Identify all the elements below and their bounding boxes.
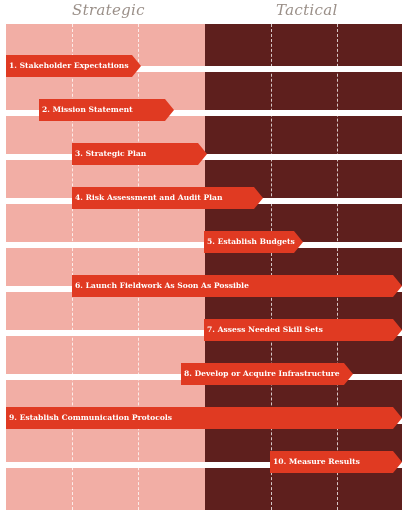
task-arrow-5: 5. Establish Budgets [204,231,303,253]
task-label: 5. Establish Budgets [207,237,295,246]
tactical-zone [205,24,402,510]
task-label: 7. Assess Needed Skill Sets [207,325,323,334]
row-gap [6,110,402,116]
row-gap [6,66,402,72]
strategic-header: Strategic [72,1,145,19]
column-divider [72,24,73,510]
task-label: 10. Measure Results [273,457,360,466]
row-gap [6,462,402,468]
timeline-grid: 1. Stakeholder Expectations 2. Mission S… [6,24,402,510]
strategic-zone [6,24,205,510]
task-label: 2. Mission Statement [42,105,133,114]
task-label: 9. Establish Communication Protocols [9,413,173,422]
task-arrow-3: 3. Strategic Plan [72,143,207,165]
task-label: 6. Launch Fieldwork As Soon As Possible [75,281,249,290]
task-label: 8. Develop or Acquire Infrastructure [184,369,340,378]
task-arrow-1: 1. Stakeholder Expectations [6,55,141,77]
task-arrow-10: 10. Measure Results [270,451,402,473]
task-arrow-7: 7. Assess Needed Skill Sets [204,319,402,341]
column-divider [271,24,272,510]
tactical-header: Tactical [276,1,338,19]
task-arrow-2: 2. Mission Statement [39,99,174,121]
task-arrow-8: 8. Develop or Acquire Infrastructure [181,363,353,385]
column-divider [138,24,139,510]
task-arrow-6: 6. Launch Fieldwork As Soon As Possible [72,275,402,297]
task-label: 4. Risk Assessment and Audit Plan [75,193,223,202]
task-arrow-4: 4. Risk Assessment and Audit Plan [72,187,263,209]
task-arrow-9: 9. Establish Communication Protocols [6,407,402,429]
task-label: 3. Strategic Plan [75,149,147,158]
column-divider [337,24,338,510]
task-label: 1. Stakeholder Expectations [9,61,129,70]
